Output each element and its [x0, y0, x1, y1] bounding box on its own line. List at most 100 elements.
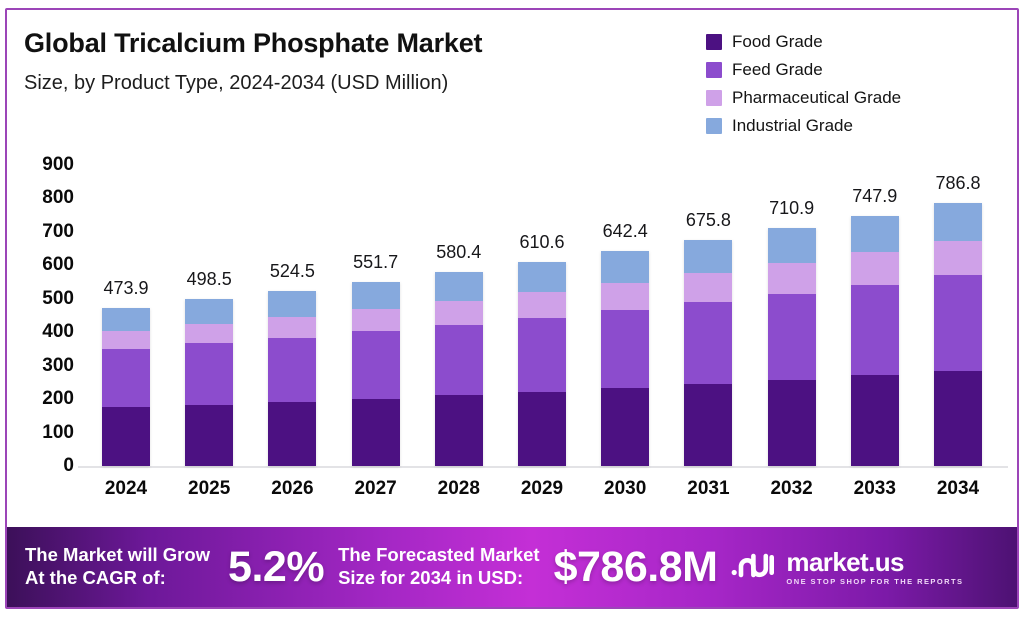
bar-segment[interactable]	[351, 281, 400, 310]
legend-item: Food Grade	[706, 30, 901, 53]
legend-item-label: Industrial Grade	[732, 115, 853, 135]
stacked-bar[interactable]	[351, 281, 400, 466]
bar-group[interactable]: 675.8 2031	[684, 0, 733, 520]
bar-segment[interactable]	[767, 228, 816, 264]
bar-segment[interactable]	[434, 324, 483, 396]
bar-segment[interactable]	[850, 375, 899, 466]
y-axis-tick-label: 400	[42, 321, 74, 343]
bar-segment[interactable]	[185, 404, 234, 466]
bar-segment[interactable]	[684, 273, 733, 303]
legend-item-label: Feed Grade	[732, 59, 823, 79]
x-axis-tick-label: 2033	[853, 478, 896, 499]
legend-swatch-icon	[706, 117, 722, 134]
bar-segment[interactable]	[518, 261, 566, 293]
bar-segment[interactable]	[434, 271, 483, 302]
bar-group[interactable]: 786.8 2034	[934, 0, 982, 520]
bar-group[interactable]: 610.6 2029	[518, 0, 566, 520]
stacked-bar[interactable]	[934, 202, 982, 466]
page-title: Global Tricalcium Phosphate Market	[24, 28, 483, 58]
market-us-logo[interactable]: market.us ONE STOP SHOP FOR THE REPORTS	[731, 549, 963, 586]
x-axis-tick-label: 2026	[271, 478, 314, 499]
bar-segment[interactable]	[185, 299, 234, 325]
bar-segment[interactable]	[767, 263, 816, 294]
x-axis-tick-label: 2034	[936, 478, 980, 499]
bar-segment[interactable]	[934, 240, 982, 276]
stacked-bar[interactable]	[684, 240, 733, 466]
bar-segment[interactable]	[102, 330, 150, 349]
y-axis-tick-label: 800	[42, 187, 74, 209]
bottom-banner: The Market will Grow At the CAGR of: 5.2…	[7, 527, 1017, 607]
bar-value-label: 642.4	[602, 221, 648, 242]
y-axis-tick-label: 300	[42, 354, 74, 376]
x-axis-tick-label: 2030	[604, 478, 647, 499]
stacked-bar[interactable]	[767, 228, 816, 466]
bar-segment[interactable]	[767, 379, 816, 466]
logo-tagline: ONE STOP SHOP FOR THE REPORTS	[786, 576, 964, 586]
bar-segment[interactable]	[185, 343, 234, 405]
bar-segment[interactable]	[434, 395, 483, 466]
bar-segment[interactable]	[684, 384, 733, 466]
stacked-bar[interactable]	[102, 307, 150, 466]
bar-segment[interactable]	[850, 252, 899, 285]
bar-segment[interactable]	[351, 398, 400, 466]
bar-segment[interactable]	[934, 202, 982, 241]
bar-segment[interactable]	[268, 401, 317, 466]
cagr-caption-line2: At the CAGR of:	[25, 567, 166, 588]
bar-group[interactable]: 524.5 2026	[268, 0, 317, 520]
bar-group[interactable]: 710.9 2032	[767, 0, 816, 520]
cagr-caption: The Market will Grow At the CAGR of:	[25, 544, 210, 589]
bar-segment[interactable]	[268, 317, 317, 338]
bar-segment[interactable]	[102, 307, 150, 331]
stacked-bar[interactable]	[268, 290, 317, 466]
bar-segment[interactable]	[934, 275, 982, 371]
bar-segment[interactable]	[601, 388, 650, 466]
bar-segment[interactable]	[268, 337, 317, 402]
bar-segment[interactable]	[684, 302, 733, 385]
bar-value-label: 498.5	[186, 269, 232, 290]
forecast-block: The Forecasted Market Size for 2034 in U…	[338, 527, 718, 607]
bar-group[interactable]: 747.9 2033	[850, 0, 899, 520]
bar-group[interactable]: 580.4 2028	[434, 0, 483, 520]
bar-segment[interactable]	[268, 290, 317, 318]
bar-segment[interactable]	[767, 293, 816, 380]
x-axis-baseline	[78, 466, 1008, 468]
bar-value-label: 524.5	[269, 260, 315, 281]
bar-segment[interactable]	[850, 215, 899, 253]
cagr-caption-line1: The Market will Grow	[25, 544, 211, 566]
stacked-bar[interactable]	[434, 271, 483, 466]
bar-segment[interactable]	[185, 324, 234, 344]
bar-segment[interactable]	[518, 317, 566, 392]
bar-group[interactable]: 642.4 2030	[601, 0, 650, 520]
x-axis-tick-label: 2024	[104, 478, 148, 499]
bar-segment[interactable]	[601, 251, 650, 284]
bar-segment[interactable]	[601, 283, 650, 311]
bar-segment[interactable]	[601, 310, 650, 389]
bar-segment[interactable]	[684, 240, 733, 274]
bar-segment[interactable]	[934, 370, 982, 466]
stacked-bar[interactable]	[850, 215, 899, 466]
y-axis-tick-label: 500	[42, 287, 74, 309]
bars-layer: 473.9 2024 498.5 2025 524.5 2026 551.7 2027 580.…	[102, 0, 982, 520]
y-axis-tick-label: 900	[42, 154, 74, 176]
bar-value-label: 747.9	[852, 185, 898, 206]
x-axis-tick-label: 2025	[188, 478, 231, 499]
y-axis: 900 800 700 600 500 400 300 200 100 0	[14, 0, 74, 520]
stacked-bar[interactable]	[185, 299, 234, 466]
bar-group[interactable]: 473.9 2024	[102, 0, 150, 520]
stacked-bar[interactable]	[601, 251, 650, 466]
bar-segment[interactable]	[518, 391, 566, 466]
bar-group[interactable]: 551.7 2027	[351, 0, 400, 520]
bar-segment[interactable]	[434, 301, 483, 325]
bar-segment[interactable]	[850, 284, 899, 376]
bar-segment[interactable]	[518, 292, 566, 318]
stacked-bar[interactable]	[518, 261, 566, 466]
bar-value-label: 551.7	[353, 251, 399, 272]
bar-segment[interactable]	[102, 407, 150, 466]
forecast-caption-line1: The Forecasted Market	[338, 544, 540, 566]
bar-segment[interactable]	[351, 331, 400, 399]
bar-group[interactable]: 498.5 2025	[185, 0, 234, 520]
bar-segment[interactable]	[351, 309, 400, 332]
bar-segment[interactable]	[102, 348, 150, 408]
bar-value-label: 710.9	[769, 198, 815, 219]
